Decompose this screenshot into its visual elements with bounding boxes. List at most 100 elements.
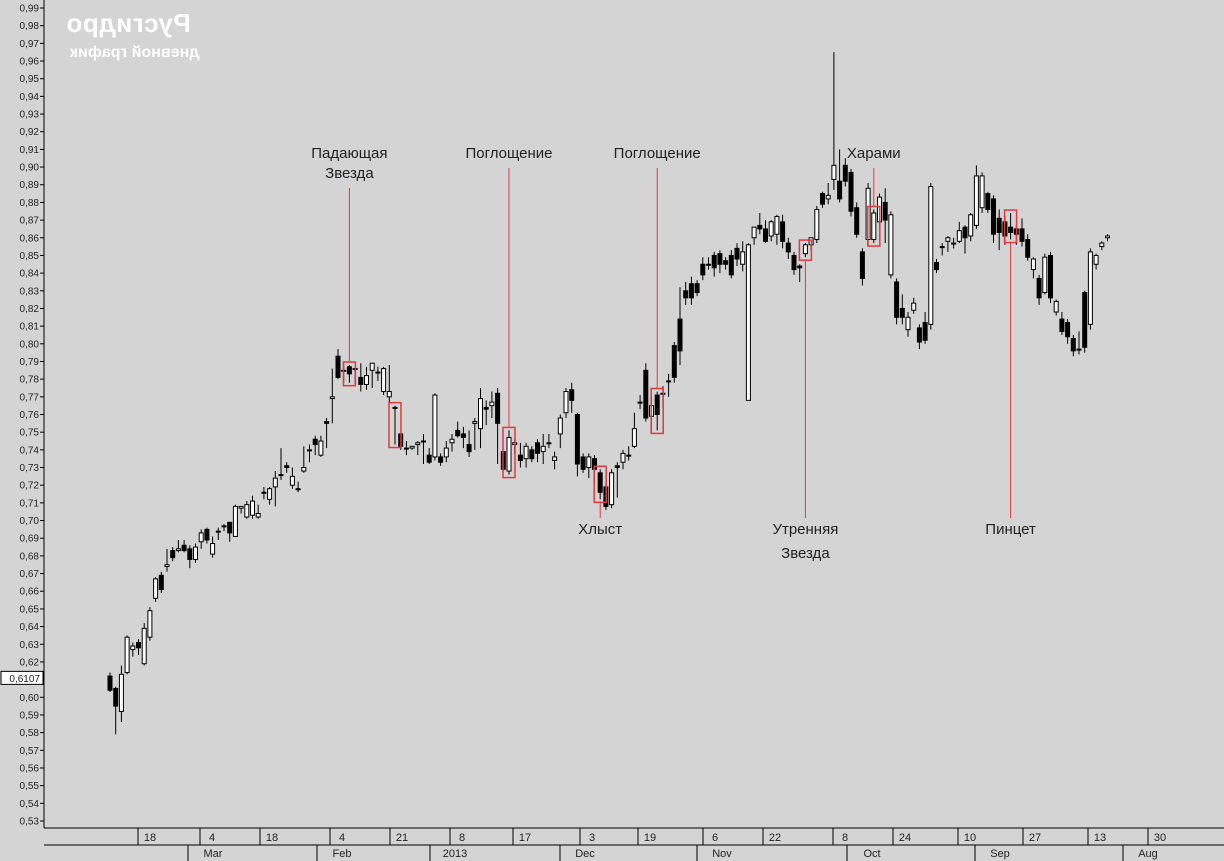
y-tick-label: 0,88 — [20, 198, 40, 209]
candle-body — [837, 180, 843, 200]
candle-body — [951, 242, 957, 245]
candle-body — [763, 228, 768, 242]
candle-body — [928, 186, 934, 325]
candle-body — [375, 371, 381, 374]
candle-body — [215, 530, 221, 533]
candle-body — [232, 505, 238, 537]
candle-body — [717, 253, 723, 265]
candle-body — [956, 230, 962, 242]
candle-body — [181, 544, 187, 552]
candle-body — [147, 610, 153, 638]
candle-body — [888, 214, 894, 276]
y-tick-label: 0,98 — [20, 21, 40, 32]
candle-body — [535, 442, 540, 454]
y-tick-label: 0,73 — [20, 463, 40, 474]
candle-body — [934, 262, 939, 271]
y-tick-label: 0,89 — [20, 180, 40, 191]
x-day-label: 22 — [769, 832, 781, 844]
y-tick-label: 0,56 — [20, 763, 40, 774]
candle-body — [478, 398, 483, 430]
candle-body — [563, 391, 569, 414]
candle-body — [882, 201, 888, 221]
candle-body — [489, 401, 495, 407]
candle-body — [267, 488, 273, 500]
current-price-label: 0,6107 — [9, 674, 40, 685]
candle-body — [979, 175, 985, 209]
annotation-label: Звезда — [325, 165, 374, 182]
candle-body — [369, 362, 375, 371]
candle-body — [346, 366, 352, 375]
candle-body — [968, 214, 974, 237]
candle-body — [432, 394, 438, 458]
y-tick-label: 0,90 — [20, 163, 40, 174]
candle-body — [244, 504, 250, 518]
candle-body — [586, 456, 592, 469]
candle-body — [1053, 300, 1059, 313]
y-tick-label: 0,96 — [20, 57, 40, 68]
candle-body — [973, 175, 979, 226]
x-month-label: Oct — [863, 848, 880, 860]
y-tick-label: 0,70 — [20, 516, 40, 527]
candle-body — [335, 355, 341, 378]
candle-body — [916, 327, 922, 343]
y-tick-label: 0,66 — [20, 587, 40, 598]
candle-body — [666, 380, 672, 383]
y-tick-label: 0,54 — [20, 799, 40, 810]
x-month-label: Nov — [712, 848, 732, 860]
x-day-label: 8 — [459, 832, 465, 844]
candle-body — [295, 488, 301, 491]
candle-body — [688, 283, 694, 299]
candle-body — [1105, 235, 1110, 239]
current-price-box — [0, 670, 44, 685]
candle-body — [1099, 242, 1105, 248]
candle-body — [620, 452, 626, 463]
candle-body — [797, 265, 803, 269]
y-tick-label: 0,53 — [20, 817, 40, 828]
candle-body — [694, 283, 700, 294]
candle-body — [637, 401, 643, 404]
candle-body — [814, 208, 820, 241]
y-tick-label: 0,97 — [20, 39, 40, 50]
y-tick-label: 0,65 — [20, 604, 40, 615]
candle-body — [301, 467, 307, 472]
y-tick-label: 0,87 — [20, 216, 40, 227]
x-month-label: Mar — [204, 848, 223, 860]
y-tick-label: 0,64 — [20, 622, 40, 633]
candle-body — [210, 543, 216, 555]
candle-body — [312, 438, 318, 446]
candle-body — [939, 246, 945, 249]
candle-body — [421, 440, 426, 443]
candle-body — [466, 444, 472, 453]
candle-body — [455, 429, 461, 437]
candle-body — [740, 251, 746, 265]
candle-body — [540, 445, 546, 453]
candle-body — [460, 433, 466, 438]
candle-body — [113, 687, 119, 707]
x-month-label: Feb — [333, 848, 352, 860]
candle-body — [289, 475, 295, 486]
candle-body — [443, 447, 449, 458]
x-day-label: 21 — [396, 832, 408, 844]
candle-body — [557, 417, 563, 435]
candle-body — [153, 578, 159, 599]
y-tick-label: 0,59 — [20, 710, 40, 721]
candle-body — [677, 318, 683, 352]
y-tick-label: 0,78 — [20, 375, 40, 386]
candle-body — [1059, 318, 1065, 332]
annotation-label: Звезда — [781, 545, 830, 562]
candle-body — [580, 456, 586, 470]
candle-body — [546, 442, 552, 445]
candle-body — [1070, 338, 1076, 352]
candle-body — [255, 512, 261, 518]
y-tick-label: 0,95 — [20, 74, 40, 85]
annotation-label: Хлыст — [578, 521, 622, 538]
candle-body — [871, 212, 877, 241]
x-day-label: 10 — [964, 832, 976, 844]
candle-body — [409, 445, 415, 449]
candle-body — [261, 491, 267, 494]
x-day-label: 18 — [266, 832, 278, 844]
y-tick-label: 0,71 — [20, 498, 40, 509]
candle-body — [626, 454, 632, 457]
candle-body — [141, 627, 147, 665]
candle-body — [250, 500, 255, 516]
